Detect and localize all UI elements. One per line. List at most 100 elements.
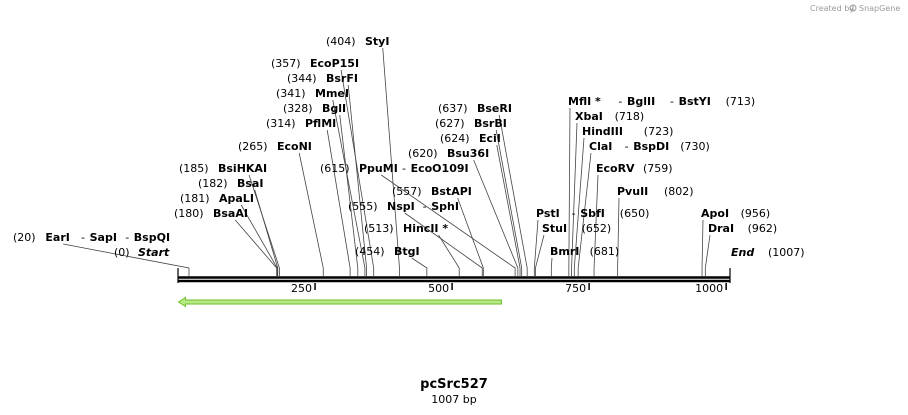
- site-line: [571, 122, 578, 276]
- backbone: [177, 268, 731, 283]
- enzyme-name: EcoNI: [277, 140, 312, 153]
- enzyme-name: PstI: [536, 207, 560, 220]
- site-position: (314): [266, 117, 296, 130]
- enzyme-name: BsrFI: [326, 72, 358, 85]
- site-position: (20): [13, 231, 36, 244]
- site-line: [617, 197, 620, 276]
- enzyme-name: EciI: [479, 132, 501, 145]
- site-line: [63, 243, 190, 276]
- enzyme-name: PpuMI: [359, 162, 398, 175]
- site-label[interactable]: ApoI (956): [701, 207, 770, 220]
- end-position: (1007): [768, 246, 805, 259]
- site-label[interactable]: (620) Bsu36I: [408, 147, 489, 160]
- separator: -: [402, 162, 406, 175]
- site-position: (454): [355, 245, 385, 258]
- start-label: Start: [138, 246, 170, 259]
- enzyme-name: SbfI: [580, 207, 605, 220]
- tick-label: 750: [565, 282, 586, 295]
- enzyme-name: BtgI: [394, 245, 420, 258]
- site-label[interactable]: StuI (652): [542, 222, 611, 235]
- enzyme-name: MflI *: [568, 95, 601, 108]
- site-label[interactable]: (555) NspI - SphI: [348, 200, 459, 213]
- site-line: [340, 69, 375, 276]
- enzyme-name: StyI: [365, 35, 389, 48]
- enzyme-name: BsaI: [237, 177, 263, 190]
- start-position: (0): [114, 246, 130, 259]
- site-position: (624): [440, 132, 470, 145]
- enzyme-name: XbaI: [575, 110, 603, 123]
- site-label[interactable]: (182) BsaI: [198, 177, 263, 190]
- enzyme-name: SapI: [90, 231, 117, 244]
- enzyme-name: BglII: [627, 95, 655, 108]
- site-label[interactable]: (328) BglI: [283, 102, 346, 115]
- separator: -: [81, 231, 85, 244]
- site-line: [240, 204, 278, 276]
- site-label[interactable]: (341) MmeI: [276, 87, 349, 100]
- site-label[interactable]: (344) BsrFI: [287, 72, 358, 85]
- site-position: (182): [198, 177, 228, 190]
- site-label[interactable]: (454) BtgI: [355, 245, 420, 258]
- ruler-ticks: 250 500 750 1000: [291, 282, 727, 295]
- site-line: [593, 174, 599, 276]
- enzyme-name: HincII *: [403, 222, 448, 235]
- site-position: (681): [590, 245, 620, 258]
- separator: -: [670, 95, 674, 108]
- enzyme-name: BmrI: [550, 245, 579, 258]
- site-label[interactable]: DraI (962): [708, 222, 777, 235]
- separator: -: [572, 207, 576, 220]
- site-line: [411, 257, 428, 276]
- enzyme-name: BstAPI: [431, 185, 472, 198]
- site-position: (328): [283, 102, 313, 115]
- site-label[interactable]: (265) EcoNI: [238, 140, 312, 153]
- site-position: (181): [180, 192, 210, 205]
- site-label[interactable]: (357) EcoP15I: [271, 57, 359, 70]
- site-label[interactable]: (513) HincII *: [364, 222, 448, 235]
- site-line: [438, 234, 460, 276]
- credit-brand: SnapGene: [859, 4, 900, 13]
- site-label[interactable]: EcoRV (759): [596, 162, 673, 175]
- site-line: [248, 174, 280, 276]
- site-label[interactable]: (181) ApaLI: [180, 192, 254, 205]
- site-label[interactable]: (314) PflMI: [266, 117, 336, 130]
- enzyme-name: ClaI: [589, 140, 612, 153]
- site-label[interactable]: HindIII (723): [582, 125, 673, 138]
- site-line: [495, 129, 523, 276]
- site-label[interactable]: PstI - SbfI (650): [536, 207, 649, 220]
- site-label[interactable]: (627) BsrBI: [435, 117, 507, 130]
- tick-label: 1000: [695, 282, 723, 295]
- site-label[interactable]: (180) BsaAI: [174, 207, 248, 220]
- site-position: (627): [435, 117, 465, 130]
- site-label[interactable]: (404) StyI: [326, 35, 389, 48]
- site-position: (802): [664, 185, 694, 198]
- site-label[interactable]: (185) BsiHKAI: [179, 162, 267, 175]
- site-label[interactable]: BmrI (681): [550, 245, 619, 258]
- site-label[interactable]: (615) PpuMI - EcoO109I: [320, 162, 469, 175]
- site-position: (341): [276, 87, 306, 100]
- site-position: (620): [408, 147, 438, 160]
- site-label[interactable]: MflI * - BglII - BstYI (713): [568, 95, 755, 108]
- tick-label: 250: [291, 282, 312, 295]
- enzyme-name: BspQI: [134, 231, 170, 244]
- site-position: (557): [392, 185, 422, 198]
- site-label[interactable]: ClaI - BspDI (730): [589, 140, 710, 153]
- site-label[interactable]: PvuII (802): [617, 185, 694, 198]
- site-label[interactable]: (557) BstAPI: [392, 185, 472, 198]
- enzyme-name: BsiHKAI: [218, 162, 267, 175]
- site-label[interactable]: (637) BseRI: [438, 102, 512, 115]
- site-line: [701, 219, 704, 276]
- site-label[interactable]: (624) EciI: [440, 132, 501, 145]
- feature-arrow[interactable]: [177, 296, 502, 308]
- site-label[interactable]: (20) EarI - SapI - BspQI: [13, 231, 170, 244]
- enzyme-name: DraI: [708, 222, 734, 235]
- feature-arrow-shape[interactable]: [177, 296, 502, 308]
- end-label: End: [731, 246, 754, 259]
- separator: -: [618, 95, 622, 108]
- enzyme-name: BglI: [322, 102, 346, 115]
- site-position: (637): [438, 102, 468, 115]
- site-position: (344): [287, 72, 317, 85]
- site-label[interactable]: XbaI (718): [575, 110, 644, 123]
- tick-label: 500: [428, 282, 449, 295]
- enzyme-name: MmeI: [315, 87, 349, 100]
- enzyme-name: EcoO109I: [411, 162, 469, 175]
